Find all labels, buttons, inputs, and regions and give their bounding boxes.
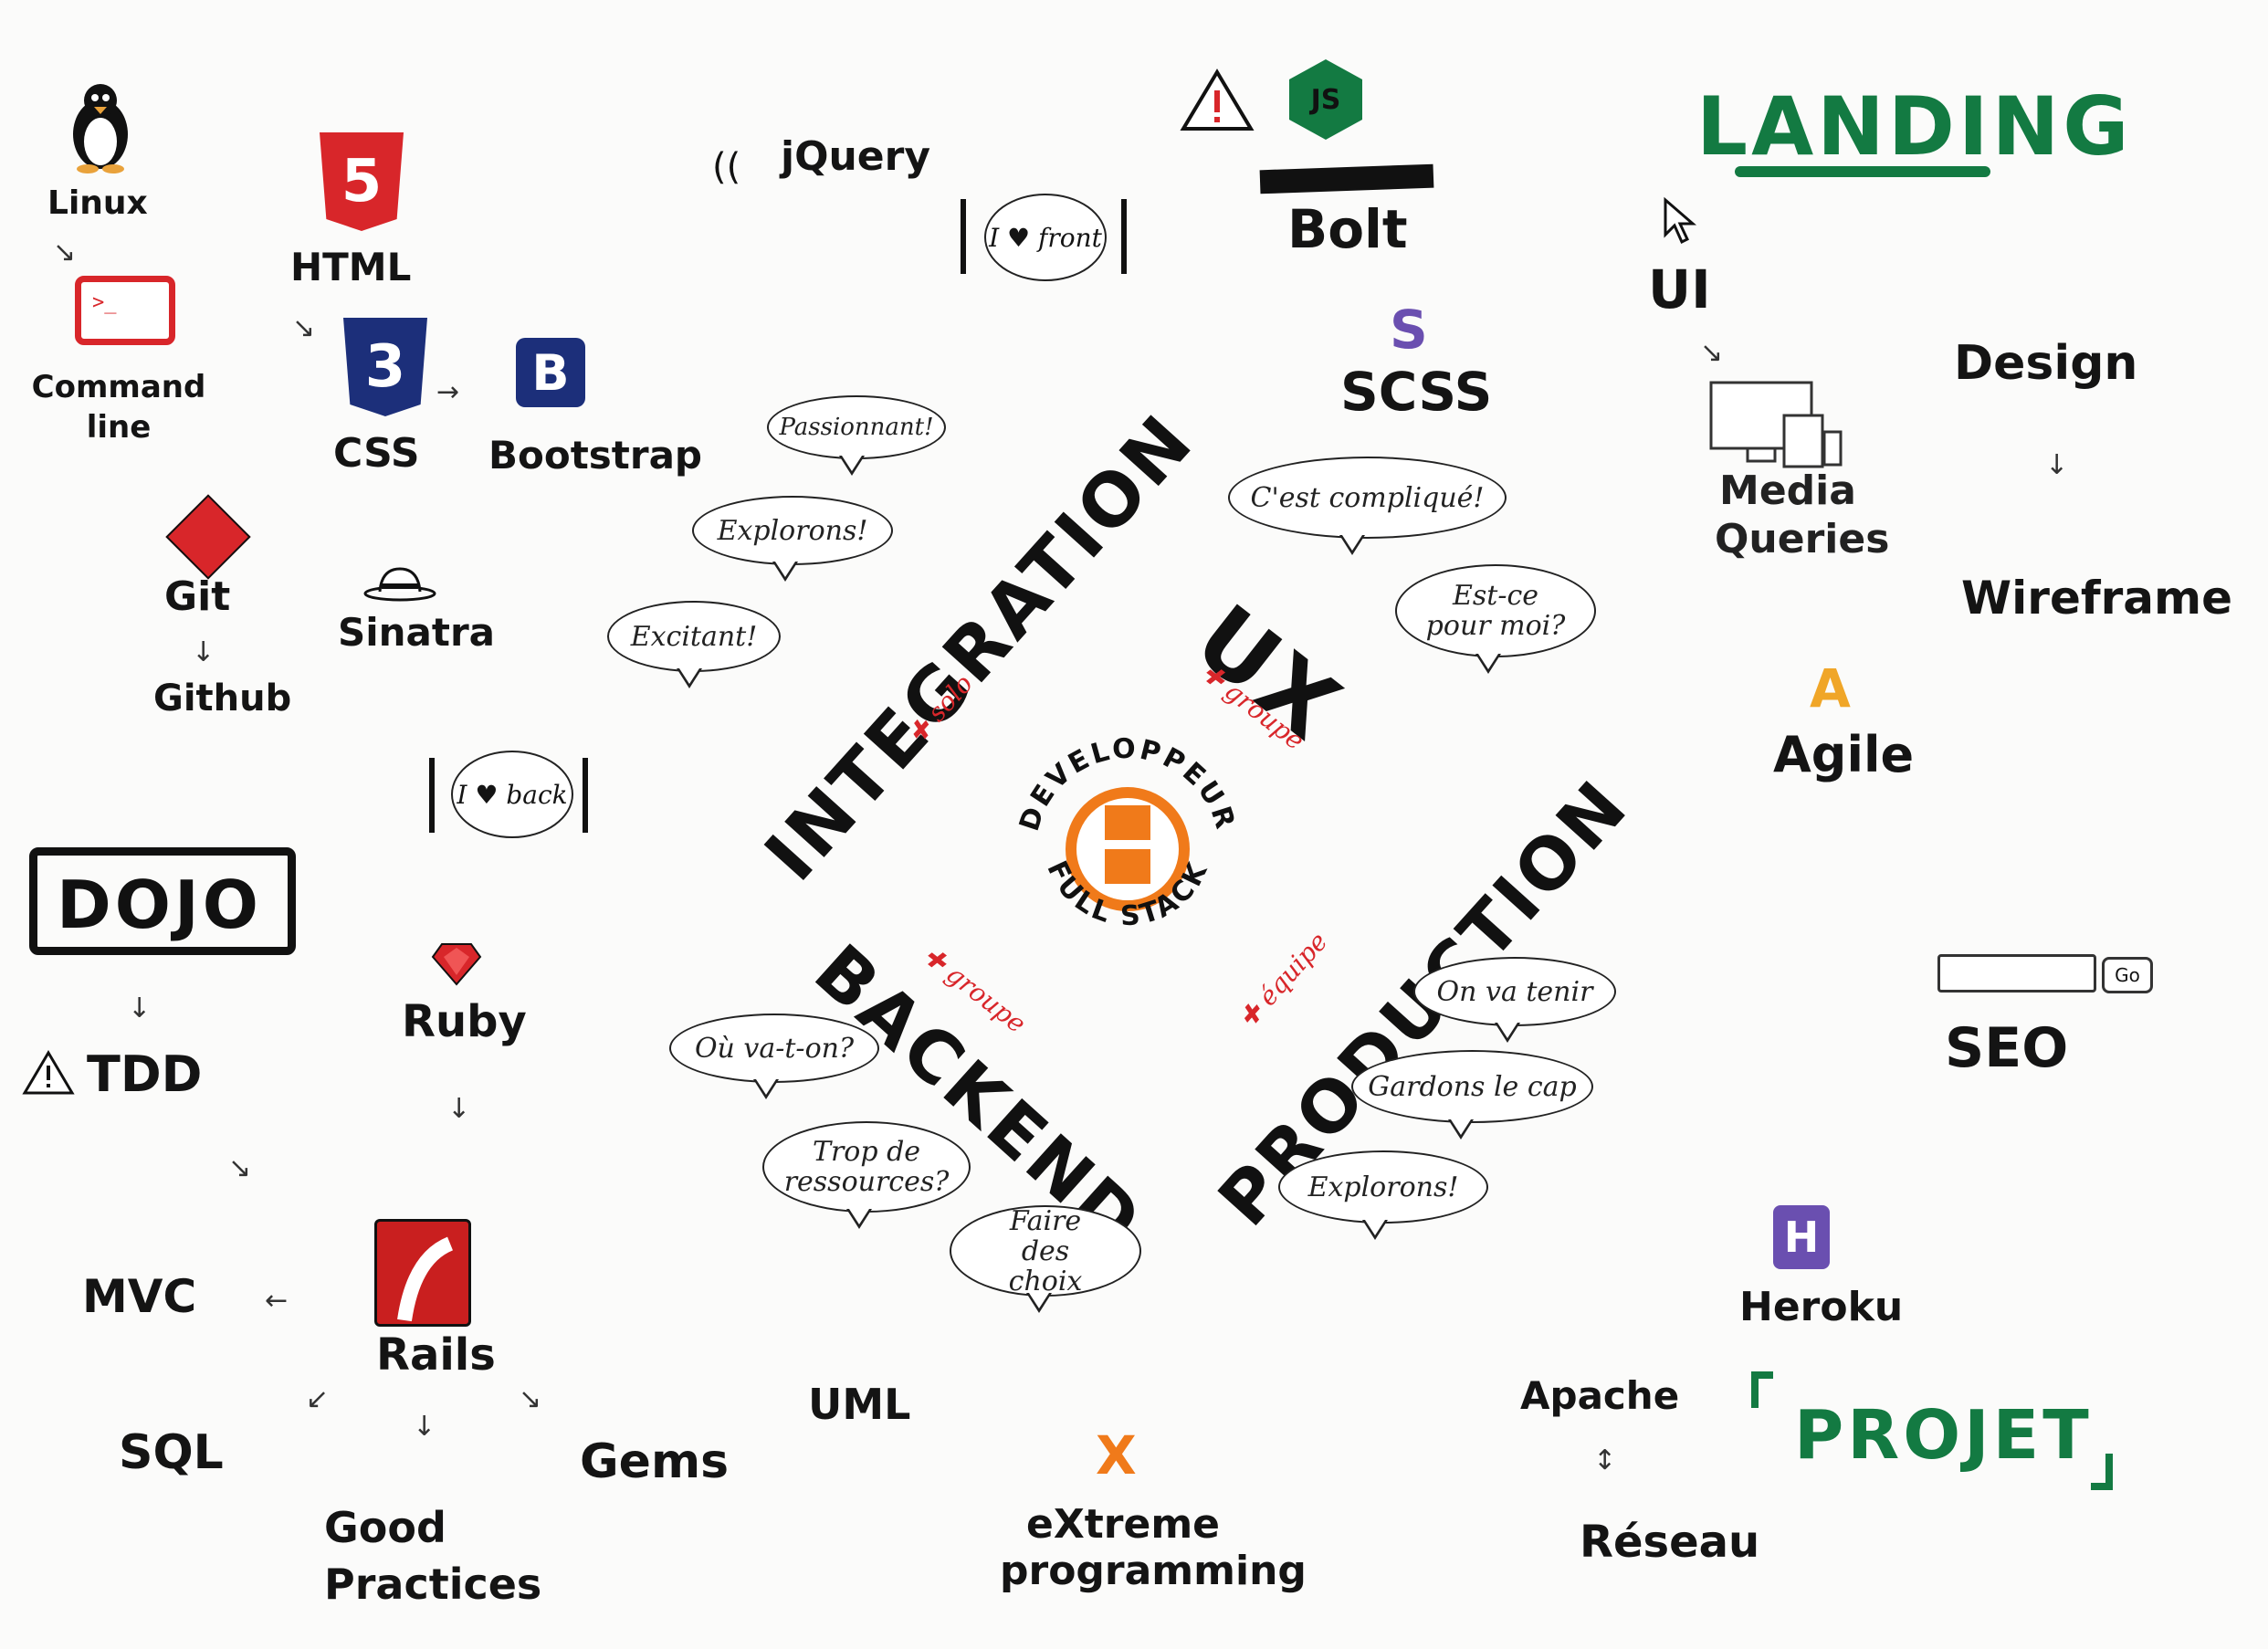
git-icon — [165, 494, 251, 580]
front-sign-bar-left — [961, 199, 966, 274]
mvc-label: MVC — [82, 1270, 197, 1323]
bubble-passionnant: Passionnant! — [767, 395, 946, 476]
sinatra-label: Sinatra — [338, 610, 496, 655]
arrow-design-to-wireframe: ↓ — [2045, 449, 2069, 481]
jquery-swirl-icon: (( — [712, 146, 741, 188]
arrow-rails-to-gems: ↘ — [519, 1383, 542, 1415]
good-practices-label: Good Practices — [324, 1503, 542, 1610]
scss-label: SCSS — [1340, 361, 1493, 423]
landing-title: LANDING — [1696, 79, 2133, 173]
dojo-title: DOJO — [57, 867, 262, 943]
rails-icon — [374, 1219, 471, 1327]
back-sign-bar-right — [583, 758, 588, 833]
heroku-icon: H — [1773, 1205, 1830, 1269]
agile-icon: A — [1810, 657, 1851, 719]
warning-icon — [1180, 68, 1255, 131]
tdd-label: TDD — [87, 1045, 203, 1103]
bubble-explorons-bottom: Explorons! — [1278, 1150, 1488, 1240]
wireframe-label: Wireframe — [1961, 572, 2233, 625]
media-queries-label: Media Queries — [1715, 467, 1890, 562]
bubble-excitant: Excitant! — [607, 601, 781, 688]
apache-label: Apache — [1520, 1373, 1680, 1418]
back-sign-bar-left — [429, 758, 435, 833]
rails-label: Rails — [376, 1329, 496, 1381]
tdd-warning-icon — [22, 1050, 75, 1095]
css3-icon-number: 3 — [364, 333, 406, 401]
ruby-label: Ruby — [402, 996, 527, 1047]
arrow-git-to-github: ↓ — [192, 636, 215, 668]
html5-icon-number: 5 — [341, 148, 383, 215]
arrow-rails-to-mvc: ← — [265, 1285, 289, 1317]
gems-label: Gems — [580, 1434, 730, 1489]
ruby-gem-icon — [431, 943, 482, 986]
arrow-rails-to-good-practices: ↓ — [413, 1411, 436, 1443]
nodejs-icon-text: JS — [1310, 83, 1341, 116]
bubble-choix: Faire des choix — [950, 1205, 1141, 1313]
bootstrap-icon-letter: B — [531, 343, 570, 402]
arrow-tdd-to-rails: ↘ — [228, 1152, 252, 1184]
responsive-devices-icon — [1709, 381, 1843, 468]
bubble-complique: C'est compliqué! — [1228, 457, 1507, 555]
bootstrap-icon: B — [516, 338, 585, 407]
uml-label: UML — [808, 1380, 911, 1429]
front-sign-bar-right — [1121, 199, 1127, 274]
bootstrap-label: Bootstrap — [488, 433, 702, 478]
arrow-linux-to-cli: ↘ — [53, 236, 77, 268]
arrow-apache-reseau: ↕ — [1593, 1444, 1617, 1476]
github-label: Github — [153, 677, 292, 719]
bolt-label: Bolt — [1287, 198, 1408, 260]
heroku-icon-letter: H — [1783, 1213, 1820, 1262]
terminal-icon: >_ — [75, 276, 175, 345]
linux-label: Linux — [47, 184, 148, 222]
xp-label: eXtreme programming — [1000, 1501, 1307, 1594]
arrow-css-to-bootstrap: → — [436, 376, 460, 408]
arrow-ui-to-media: ↘ — [1700, 337, 1724, 369]
bubble-pour-moi: Est-ce pour moi? — [1395, 564, 1596, 674]
html5-icon: 5 — [320, 132, 404, 231]
heroku-label: Heroku — [1739, 1284, 1904, 1330]
i-love-back-sign: I ♥ back — [451, 751, 573, 838]
arrow-rails-to-sql: ↙ — [306, 1383, 330, 1415]
bubble-tenir: On va tenir — [1413, 957, 1616, 1043]
seo-label: SEO — [1945, 1016, 2069, 1080]
ui-label: UI — [1648, 258, 1711, 320]
projet-title: PROJET — [1794, 1396, 2093, 1475]
cursor-icon — [1664, 196, 1697, 245]
center-logo: DEVELOPPEUR FULL STACK — [1013, 733, 1239, 933]
jquery-label: jQuery — [781, 133, 931, 180]
bubble-ou-va: Où va-t-on? — [669, 1014, 879, 1099]
i-love-front-sign: I ♥ front — [984, 194, 1107, 281]
nodejs-icon: JS — [1289, 59, 1362, 140]
bubble-explorons-top: Explorons! — [692, 496, 893, 582]
scss-icon: S — [1390, 299, 1428, 361]
dojo-frame — [29, 847, 296, 955]
command-line-label: Command line — [31, 369, 206, 446]
seo-go-button: Go — [2102, 957, 2153, 993]
production-tag-text: équipe — [1252, 926, 1334, 1013]
sinatra-hat-icon — [363, 567, 436, 602]
linux-penguin-icon — [73, 84, 128, 173]
xp-icon: X — [1096, 1424, 1137, 1486]
agile-label: Agile — [1773, 726, 1915, 783]
design-label: Design — [1954, 336, 2138, 391]
seo-search-box — [1937, 954, 2096, 993]
sql-label: SQL — [119, 1425, 224, 1480]
projet-corner-bottom-right — [2091, 1454, 2113, 1490]
html-label: HTML — [290, 245, 412, 289]
projet-corner-top-left — [1751, 1371, 1773, 1408]
bubble-ressources: Trop de ressources? — [762, 1121, 971, 1229]
arrow-dojo-to-tdd: ↓ — [128, 993, 152, 1024]
arrow-ruby-to-rails: ↓ — [447, 1093, 471, 1125]
scribbled-out-word — [1259, 163, 1434, 194]
css-label: CSS — [333, 430, 420, 477]
arrow-html-to-css: ↘ — [292, 312, 316, 344]
css3-icon: 3 — [343, 318, 427, 416]
reseau-label: Réseau — [1580, 1517, 1760, 1568]
git-label: Git — [164, 573, 231, 620]
bubble-cap: Gardons le cap — [1351, 1050, 1593, 1140]
landing-underline — [1735, 166, 1990, 177]
